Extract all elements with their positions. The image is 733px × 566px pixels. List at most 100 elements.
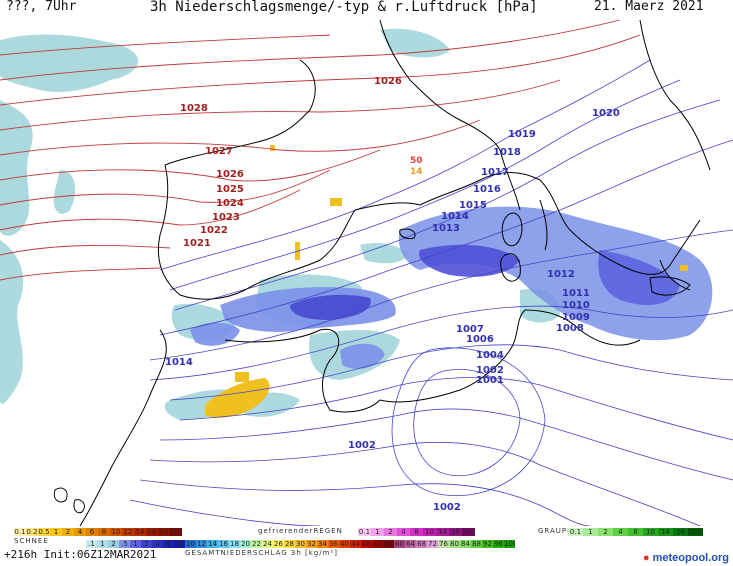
isobar-label: 1026: [374, 76, 402, 87]
isobar-label: 1021: [183, 238, 211, 249]
legend-swatch: 0.1: [358, 528, 371, 536]
legend-snow-label: SCHNEE: [14, 537, 49, 545]
isobar-label: 1027: [205, 146, 233, 157]
legend-swatch: 10: [110, 528, 122, 536]
legend-swatch: 16: [146, 528, 158, 536]
spot-value: 50: [410, 156, 423, 166]
isobar-label: 1015: [459, 200, 487, 211]
map-title: 3h Niederschlagsmenge/-typ & r.Luftdruck…: [150, 0, 538, 15]
isobar-label: 1016: [473, 184, 501, 195]
legend-swatch: 52: [372, 540, 383, 548]
legend-swatch: 32: [306, 540, 317, 548]
legend-swatch: 16: [218, 540, 229, 548]
isobar-label: 1007: [456, 324, 484, 335]
model-run-info: +216h Init:06Z12MAR2021: [4, 548, 157, 561]
legend-swatch: 10: [423, 528, 436, 536]
legend-swatch: 44: [350, 540, 361, 548]
legend-freezing-rain-label: gefrierenderREGEN: [258, 527, 343, 535]
legend-swatch: 8: [628, 528, 643, 536]
legend-swatch: 76: [438, 540, 449, 548]
legend-swatch: 14: [207, 540, 218, 548]
isobar-label: 1001: [476, 375, 504, 386]
valid-date: 21. Maerz 2021: [594, 0, 704, 14]
isobar-label: 1018: [493, 147, 521, 158]
isobar-label: 1002: [476, 365, 504, 376]
legend-swatch: 4: [397, 528, 410, 536]
legend-swatch: 6: [163, 540, 174, 548]
legend-swatch: 92: [482, 540, 493, 548]
legend-swatch: 1: [97, 540, 108, 548]
legend-swatch: 22: [251, 540, 262, 548]
isobar-label: 1008: [556, 323, 584, 334]
legend-swatch: 10: [643, 528, 658, 536]
isobar-label: 1019: [508, 129, 536, 140]
isobar-label: 1009: [562, 312, 590, 323]
legend-swatch: 40: [339, 540, 350, 548]
legend-graupel-label: GRAUPEL: [538, 527, 578, 535]
isobar-label: 1011: [562, 288, 590, 299]
valid-time: ???, 7Uhr: [6, 0, 77, 14]
legend-swatch: .1: [86, 540, 97, 548]
isobar-label: 1014: [441, 211, 469, 222]
legend-swatch: 0.1: [14, 528, 26, 536]
legend-swatch: 1: [583, 528, 598, 536]
legend-swatch: 26: [273, 540, 284, 548]
weather-map: 1028 1027 1026 1025 1024 1023 1022 1021 …: [0, 20, 733, 526]
legend-swatch: 60: [394, 540, 405, 548]
high-pressure-isobars: [0, 20, 641, 281]
legend-swatch: 0.1: [568, 528, 583, 536]
legend-swatch: 2: [141, 540, 152, 548]
legend-swatch: 14: [436, 528, 449, 536]
legend-total-scale: .1 1 2.5 1 2 4 6 8 10 12 14 16 18 20 22 24 26 28 30 32 34 36 4…: [86, 540, 515, 548]
legend-swatch: 2: [62, 528, 74, 536]
legend-swatch: 14: [134, 528, 146, 536]
legend-swatch: 96: [493, 540, 504, 548]
spot-value: 14: [410, 167, 423, 177]
legend-swatch: 88: [471, 540, 482, 548]
legend-graupel-scale: 0.112481014162025+: [568, 528, 703, 536]
legend-freezing-rain-scale: 0.112481014162025+: [358, 528, 475, 536]
legend-swatch: 1: [371, 528, 384, 536]
legend-swatch: 84: [460, 540, 471, 548]
logo-mark-icon: ●: [642, 552, 650, 564]
isobar-label: 1028: [180, 103, 208, 114]
legend-swatch: 24: [262, 540, 273, 548]
legend-swatch: 30: [295, 540, 306, 548]
logo-text: meteopool.org: [652, 552, 729, 564]
legend-swatch: 12: [196, 540, 207, 548]
legend-swatch: 28: [284, 540, 295, 548]
isobar-label: 1022: [200, 225, 228, 236]
isobar-label: 1010: [562, 300, 590, 311]
legend-swatch: 4: [152, 540, 163, 548]
legend-swatch: 36: [328, 540, 339, 548]
legend-swatch: 2: [108, 540, 119, 548]
legend-swatch: 8: [174, 540, 185, 548]
legend-swatch: 0.5: [38, 528, 50, 536]
legend-total-label: GESAMTNIEDERSCHLAG 3h [kg/m²]: [185, 549, 338, 557]
isobar-label: 1006: [466, 334, 494, 345]
legend-swatch: 18: [158, 528, 170, 536]
legend-swatch: 68: [416, 540, 427, 548]
legend-swatch: 34: [317, 540, 328, 548]
legend-swatch: 2025+: [462, 528, 475, 536]
legend-swatch: 12: [122, 528, 134, 536]
isobar-label: 1020: [592, 108, 620, 119]
legend-swatch: 18: [229, 540, 240, 548]
legend-swatch: 1: [50, 528, 62, 536]
isobar-label: 1004: [476, 350, 504, 361]
legend-swatch: 1: [130, 540, 141, 548]
coastlines: [79, 20, 711, 526]
isobar-label: 1025: [216, 184, 244, 195]
legend-swatch: 4: [613, 528, 628, 536]
meteopool-logo[interactable]: ● meteopool.org: [643, 552, 729, 564]
islands: [53, 212, 691, 514]
legend-swatch: 16: [449, 528, 462, 536]
legend-swatch: 6: [86, 528, 98, 536]
legend-swatch: 14: [658, 528, 673, 536]
header-bar: ???, 7Uhr 3h Niederschlagsmenge/-typ & r…: [0, 0, 733, 20]
isobar-label: 1002: [348, 440, 376, 451]
legend-swatch: 2: [384, 528, 397, 536]
legend-swatch: 0.2: [26, 528, 38, 536]
legend-swatch: 16: [673, 528, 688, 536]
isobar-labels: 1028 1027 1026 1025 1024 1023 1022 1021 …: [165, 76, 620, 513]
